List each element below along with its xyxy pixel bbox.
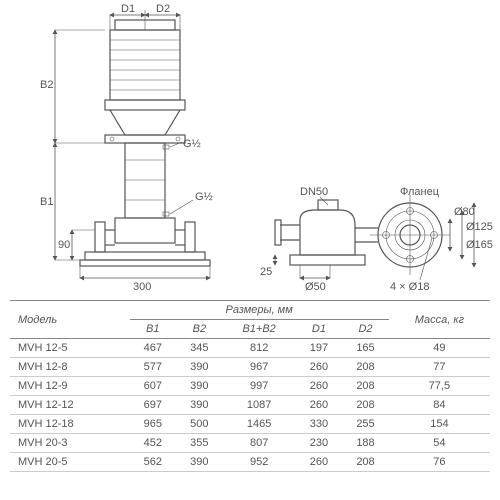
dim-B2: B2	[40, 79, 53, 91]
table-row: MVH 20-556239095226020876	[10, 453, 490, 472]
dim-25: 25	[260, 266, 272, 278]
th-D1: D1	[296, 320, 343, 339]
dim-d50: Ø50	[305, 281, 326, 293]
table-row: MVH 12-12697390108726020884	[10, 396, 490, 415]
table-row: MVH 12-546734581219716549	[10, 339, 490, 358]
dim-holes: 4 × Ø18	[390, 281, 429, 293]
table-row: MVH 12-857739096726020877	[10, 358, 490, 377]
table-row: MVH 12-189655001465330255154	[10, 415, 490, 434]
th-D2: D2	[342, 320, 389, 339]
side-view	[275, 200, 378, 265]
label-DN50: DN50	[300, 186, 328, 198]
th-B2: B2	[176, 320, 223, 339]
dimension-table: Модель Размеры, мм Масса, кг B1 B2 B1+B2…	[10, 300, 490, 472]
dim-300: 300	[133, 281, 151, 293]
label-G-lower: G½	[195, 191, 213, 203]
th-B1: B1	[130, 320, 177, 339]
table-row: MVH 20-345235580723018854	[10, 434, 490, 453]
dim-D2: D2	[156, 3, 170, 15]
dim-B1: B1	[40, 196, 53, 208]
th-B1B2: B1+B2	[223, 320, 296, 339]
dim-d125: Ø125	[466, 221, 493, 233]
dim-d165: Ø165	[466, 239, 493, 251]
label-G-upper: G½	[183, 138, 201, 150]
dim-90: 90	[58, 239, 70, 251]
th-mass: Масса, кг	[389, 301, 490, 339]
technical-drawing: D1 D2 B2 B1 90 300 G½ G½ DN50 Фланец Ø80…	[0, 0, 500, 300]
label-flange: Фланец	[400, 186, 440, 198]
dim-d80: Ø80	[454, 206, 475, 218]
dim-D1: D1	[121, 3, 135, 15]
flange-view	[370, 195, 450, 275]
th-model: Модель	[10, 301, 130, 339]
table-row: MVH 12-960739099726020877,5	[10, 377, 490, 396]
th-sizes: Размеры, мм	[130, 301, 389, 320]
